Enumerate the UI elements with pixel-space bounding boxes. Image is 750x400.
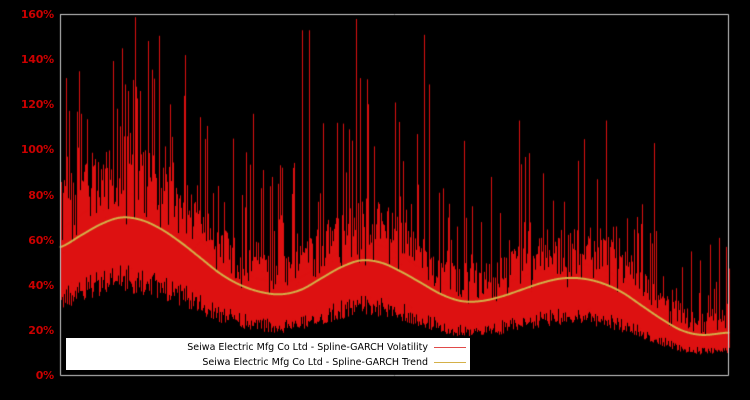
- y-axis-tick-label: 120%: [20, 98, 54, 112]
- y-axis-tick-label: 100%: [20, 143, 54, 157]
- y-axis-tick-label: 160%: [20, 8, 54, 21]
- y-axis-tick-label: 20%: [28, 323, 54, 337]
- y-axis-tick-label: 0%: [35, 369, 54, 382]
- y-axis-tick-labels: 0% 20% 40% 60% 80% 100% 120% 140% 160%: [0, 0, 54, 400]
- legend-line-swatch-volatility: [434, 347, 466, 348]
- legend-entry-volatility: Seiwa Electric Mfg Co Ltd - Spline-GARCH…: [66, 340, 470, 355]
- y-axis-tick-label: 140%: [20, 53, 54, 67]
- legend-label-trend: Seiwa Electric Mfg Co Ltd - Spline-GARCH…: [202, 357, 428, 368]
- legend-entry-trend: Seiwa Electric Mfg Co Ltd - Spline-GARCH…: [66, 355, 470, 370]
- legend-line-swatch-trend: [434, 362, 466, 363]
- y-axis-tick-label: 60%: [28, 233, 54, 247]
- legend-label-volatility: Seiwa Electric Mfg Co Ltd - Spline-GARCH…: [187, 342, 428, 353]
- y-axis-tick-label: 40%: [28, 278, 54, 292]
- y-axis-tick-label: 80%: [28, 188, 54, 202]
- chart-legend: Seiwa Electric Mfg Co Ltd - Spline-GARCH…: [66, 338, 470, 370]
